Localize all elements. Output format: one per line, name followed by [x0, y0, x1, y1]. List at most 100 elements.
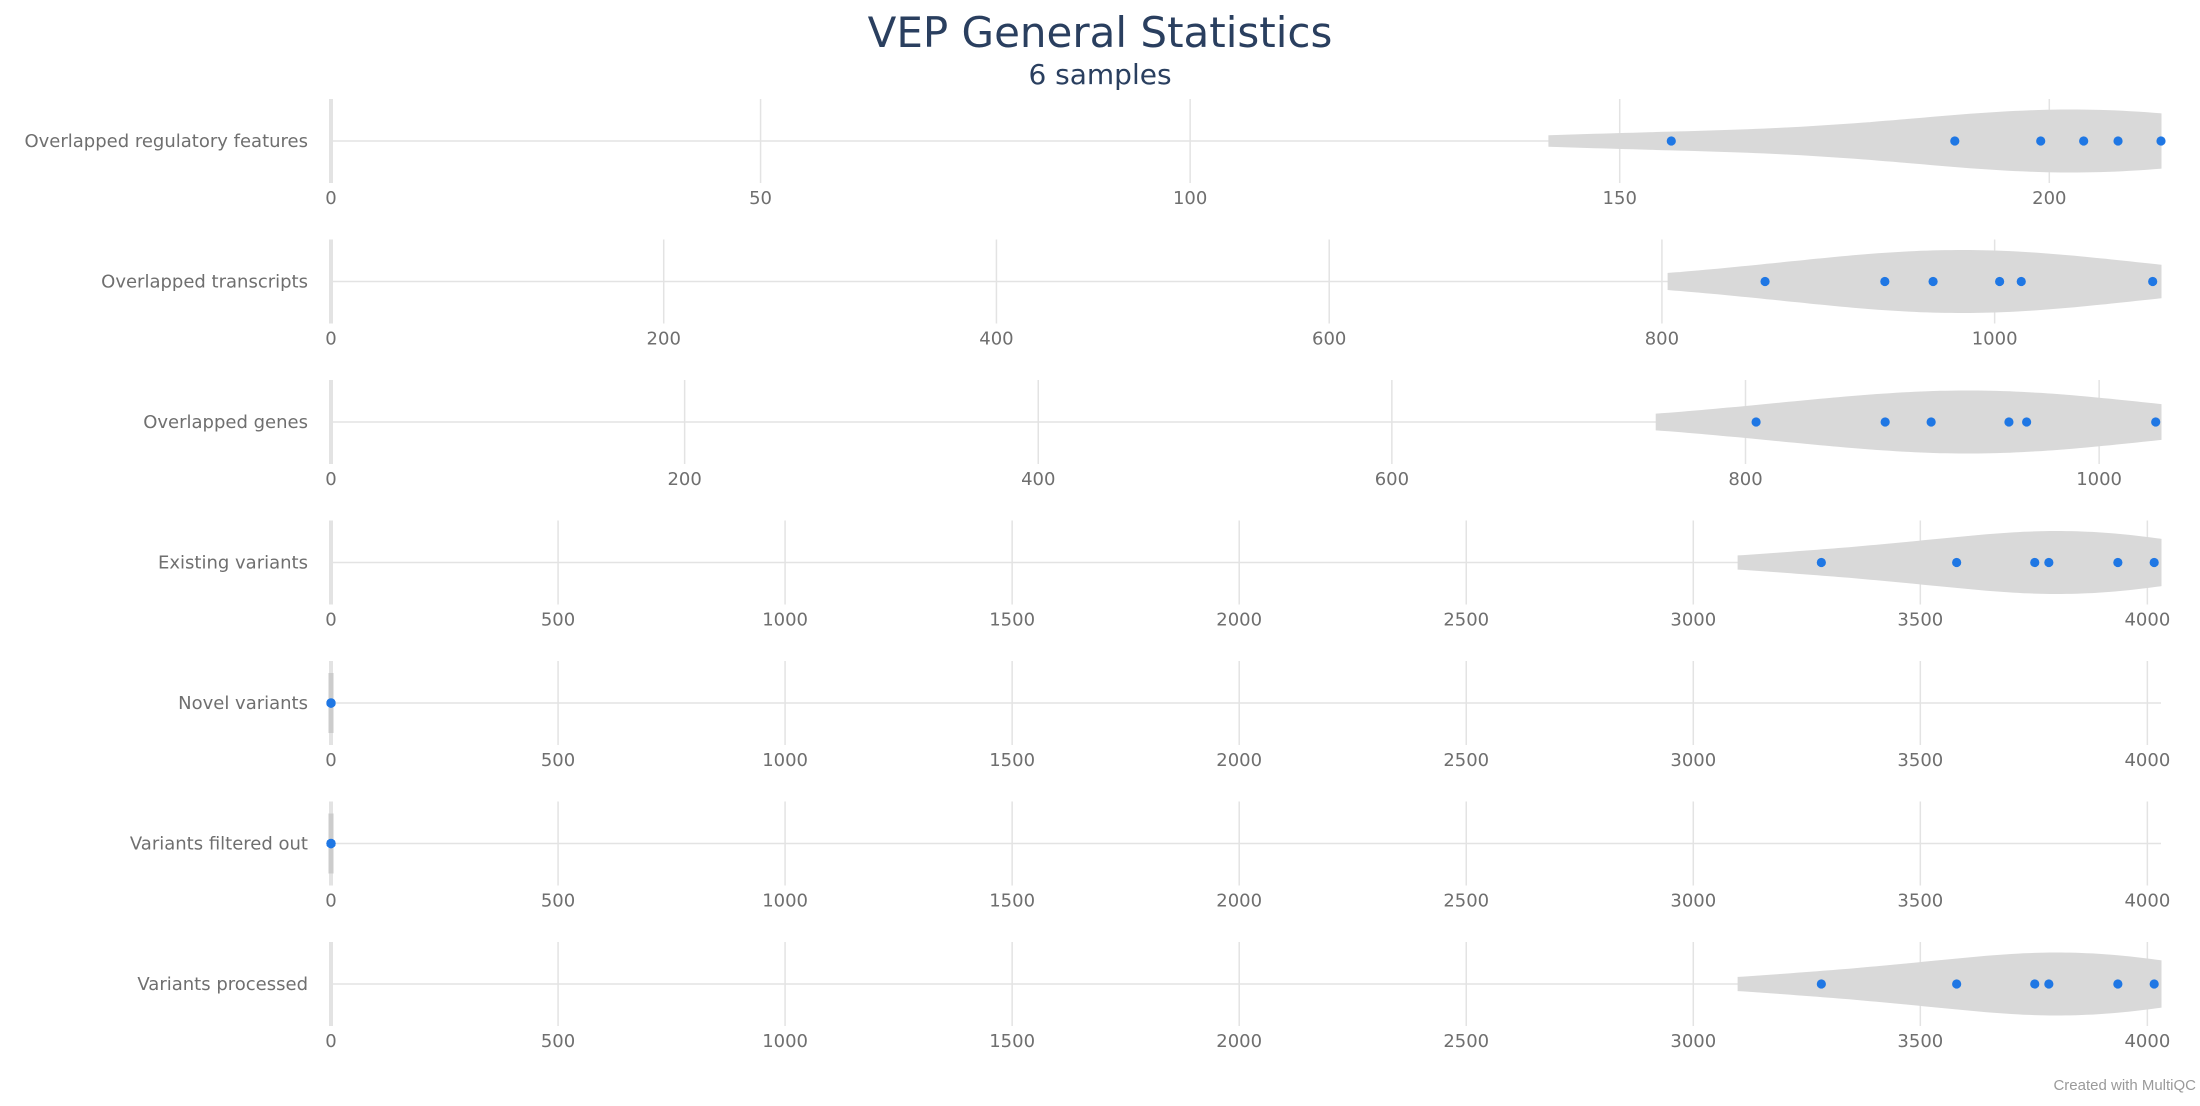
- sample-point: [1880, 417, 1890, 427]
- tick-label: 600: [1375, 469, 1409, 490]
- sample-point: [2113, 979, 2123, 989]
- tick-label: 1000: [762, 750, 808, 771]
- sample-point: [2149, 979, 2159, 989]
- tick-label: 400: [1021, 469, 1055, 490]
- tick-label: 800: [1645, 329, 1679, 350]
- violin-row: 0 500 1000 1500 2000 2500 3000 3500 4000 Existing…: [158, 520, 2170, 631]
- tick-label: 0: [325, 188, 336, 209]
- tick-label: 400: [979, 329, 1013, 350]
- sample-point: [2156, 136, 2166, 146]
- tick-label: 0: [325, 329, 336, 350]
- violin-row: 0 200 400 600 800 1000 Overlapped genes: [143, 380, 2162, 490]
- sample-point: [2030, 557, 2040, 568]
- row-label: Existing variants: [158, 553, 308, 574]
- tick-label: 1500: [989, 610, 1035, 631]
- sample-point: [1952, 557, 1962, 568]
- sample-point: [2148, 276, 2158, 287]
- sample-point: [1816, 979, 1826, 989]
- sample-point: [2030, 979, 2040, 989]
- violin-row: 0 200 400 600 800 1000 Overlapped transcripts: [101, 239, 2162, 350]
- sample-point: [1928, 276, 1938, 287]
- tick-label: 3500: [1897, 610, 1943, 631]
- sample-point: [2079, 136, 2089, 146]
- tick-label: 4000: [2124, 1031, 2170, 1052]
- tick-label: 100: [1173, 188, 1207, 209]
- sample-point: [1952, 979, 1962, 989]
- tick-label: 0: [325, 891, 336, 912]
- tick-label: 3500: [1897, 750, 1943, 771]
- row-label: Variants filtered out: [130, 834, 308, 855]
- tick-label: 4000: [2124, 891, 2170, 912]
- tick-label: 2000: [1216, 891, 1262, 912]
- sample-point: [1880, 276, 1890, 287]
- violin-row: 0 500 1000 1500 2000 2500 3000 3500 4000 Variants…: [137, 942, 2170, 1052]
- tick-label: 4000: [2124, 610, 2170, 631]
- tick-label: 2000: [1216, 1031, 1262, 1052]
- sample-point: [2036, 136, 2046, 146]
- tick-label: 1500: [989, 891, 1035, 912]
- tick-label: 4000: [2124, 750, 2170, 771]
- sample-point: [2113, 136, 2123, 146]
- tick-label: 2500: [1443, 610, 1489, 631]
- chart-title: VEP General Statistics: [867, 8, 1333, 57]
- sample-point: [1950, 136, 1960, 146]
- tick-label: 2500: [1443, 1031, 1489, 1052]
- violin-row: 0 50 100 150 200 Overlapped regulatory featur…: [24, 99, 2166, 209]
- sample-point: [2149, 557, 2159, 568]
- sample-point: [1760, 276, 1770, 287]
- sample-point: [2016, 276, 2026, 287]
- tick-label: 1500: [989, 750, 1035, 771]
- tick-label: 1000: [762, 1031, 808, 1052]
- tick-label: 2000: [1216, 610, 1262, 631]
- tick-label: 3500: [1897, 1031, 1943, 1052]
- violin-row: 0 500 1000 1500 2000 2500 3000 3500 4000 Novel va…: [178, 661, 2170, 771]
- row-label: Overlapped genes: [143, 412, 308, 433]
- violin-shape: [1737, 531, 2162, 594]
- multiqc-credit: Created with MultiQC: [2053, 1077, 2196, 1094]
- violin-shape: [1737, 952, 2162, 1016]
- tick-label: 3000: [1670, 750, 1716, 771]
- sample-point: [1666, 136, 1676, 146]
- sample-point: [2044, 979, 2054, 989]
- tick-label: 500: [541, 1031, 575, 1052]
- violin-shape: [1655, 390, 2162, 454]
- tick-label: 600: [1312, 329, 1346, 350]
- tick-label: 1000: [2076, 469, 2122, 490]
- tick-label: 0: [325, 610, 336, 631]
- violin-row: 0 500 1000 1500 2000 2500 3000 3500 4000 Variants…: [130, 801, 2170, 912]
- tick-label: 50: [749, 188, 772, 209]
- tick-label: 500: [541, 610, 575, 631]
- sample-point: [2022, 417, 2032, 427]
- sample-point: [1926, 417, 1936, 427]
- sample-point: [2113, 557, 2123, 568]
- tick-label: 0: [325, 750, 336, 771]
- tick-label: 2000: [1216, 750, 1262, 771]
- sample-point: [326, 838, 336, 849]
- violin-shape: [1548, 109, 2162, 173]
- tick-label: 200: [647, 329, 681, 350]
- sample-point: [2151, 417, 2161, 427]
- tick-label: 200: [667, 469, 701, 490]
- row-label: Variants processed: [137, 974, 308, 995]
- tick-label: 1500: [989, 1031, 1035, 1052]
- tick-label: 3500: [1897, 891, 1943, 912]
- row-label: Overlapped regulatory features: [24, 131, 308, 152]
- tick-label: 2500: [1443, 891, 1489, 912]
- tick-label: 1000: [1972, 329, 2018, 350]
- sample-point: [1816, 557, 1826, 568]
- tick-label: 3000: [1670, 610, 1716, 631]
- sample-point: [2004, 417, 2014, 427]
- chart-subtitle: 6 samples: [1028, 58, 1172, 91]
- tick-label: 800: [1728, 469, 1762, 490]
- tick-label: 0: [325, 1031, 336, 1052]
- row-label: Overlapped transcripts: [101, 272, 308, 293]
- sample-point: [326, 698, 336, 708]
- tick-label: 1000: [762, 610, 808, 631]
- tick-label: 500: [541, 891, 575, 912]
- tick-label: 3000: [1670, 891, 1716, 912]
- tick-label: 1000: [762, 891, 808, 912]
- tick-label: 150: [1603, 188, 1637, 209]
- row-label: Novel variants: [178, 693, 308, 714]
- tick-label: 2500: [1443, 750, 1489, 771]
